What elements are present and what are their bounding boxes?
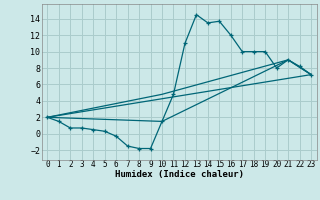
X-axis label: Humidex (Indice chaleur): Humidex (Indice chaleur) bbox=[115, 170, 244, 179]
